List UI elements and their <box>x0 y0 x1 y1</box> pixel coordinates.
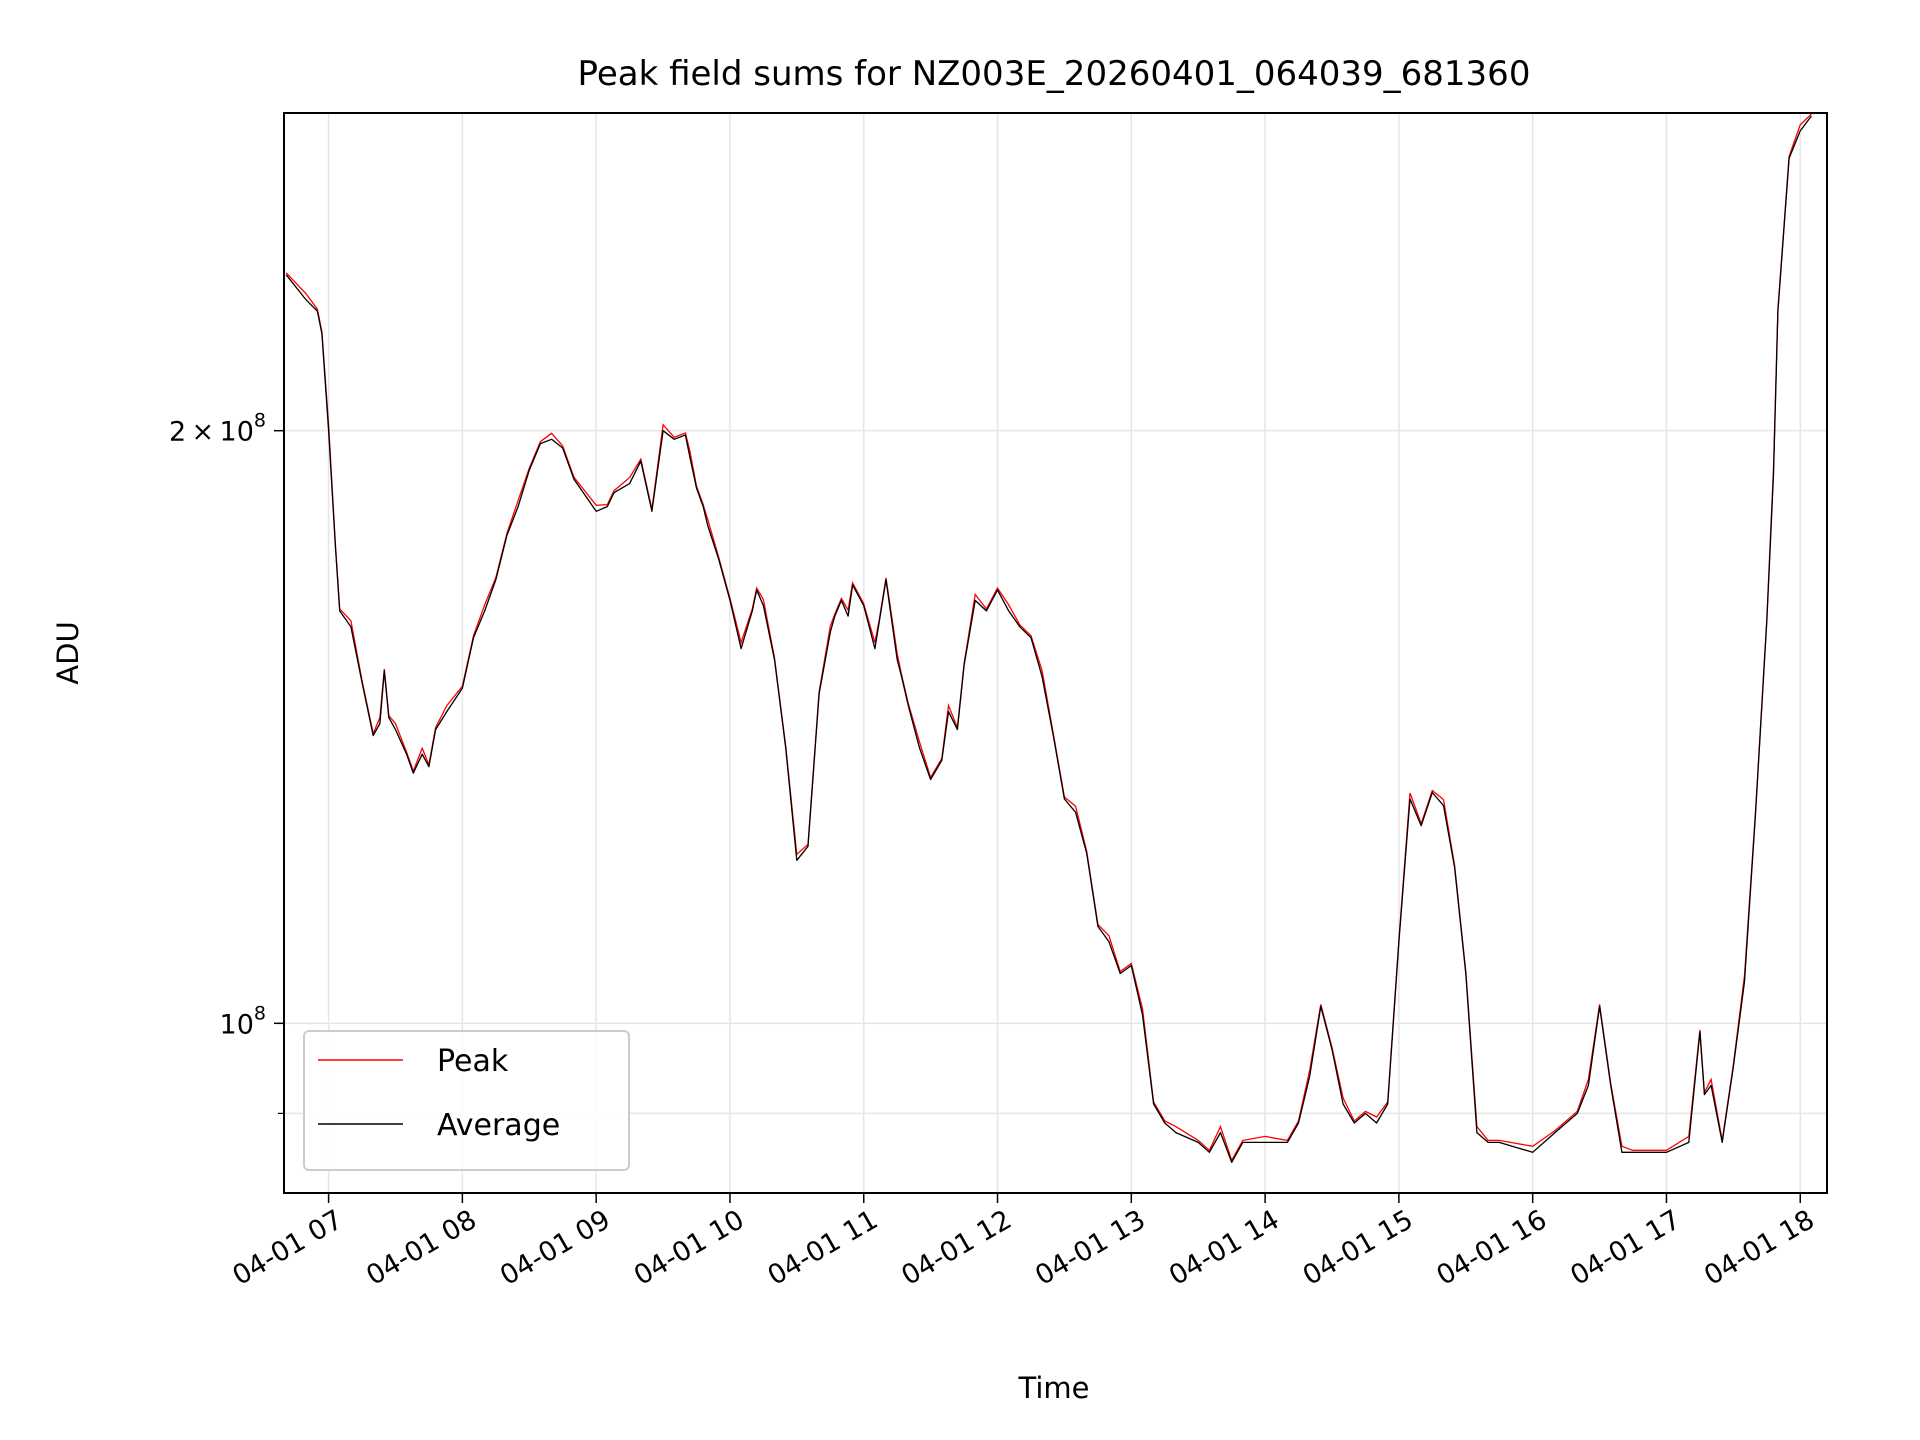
legend-label-average: Average <box>437 1108 560 1143</box>
y-tick-label: 2 × 108 <box>169 410 266 448</box>
plot-frame <box>283 112 1828 1194</box>
chart-title: Peak field sums for NZ003E_20260401_0640… <box>578 54 1531 94</box>
series-group <box>285 113 1812 1163</box>
x-axis-label: Time <box>1018 1371 1090 1405</box>
series-line-average <box>285 115 1812 1163</box>
legend-box <box>303 1030 630 1171</box>
y-tick-exponent: 8 <box>254 410 266 432</box>
grid <box>284 113 1827 1193</box>
legend: Peak Average <box>303 1030 630 1171</box>
legend-label-peak: Peak <box>437 1044 509 1079</box>
y-axis-label: ADU <box>51 621 85 684</box>
y-tick-exponent: 8 <box>254 1002 266 1024</box>
